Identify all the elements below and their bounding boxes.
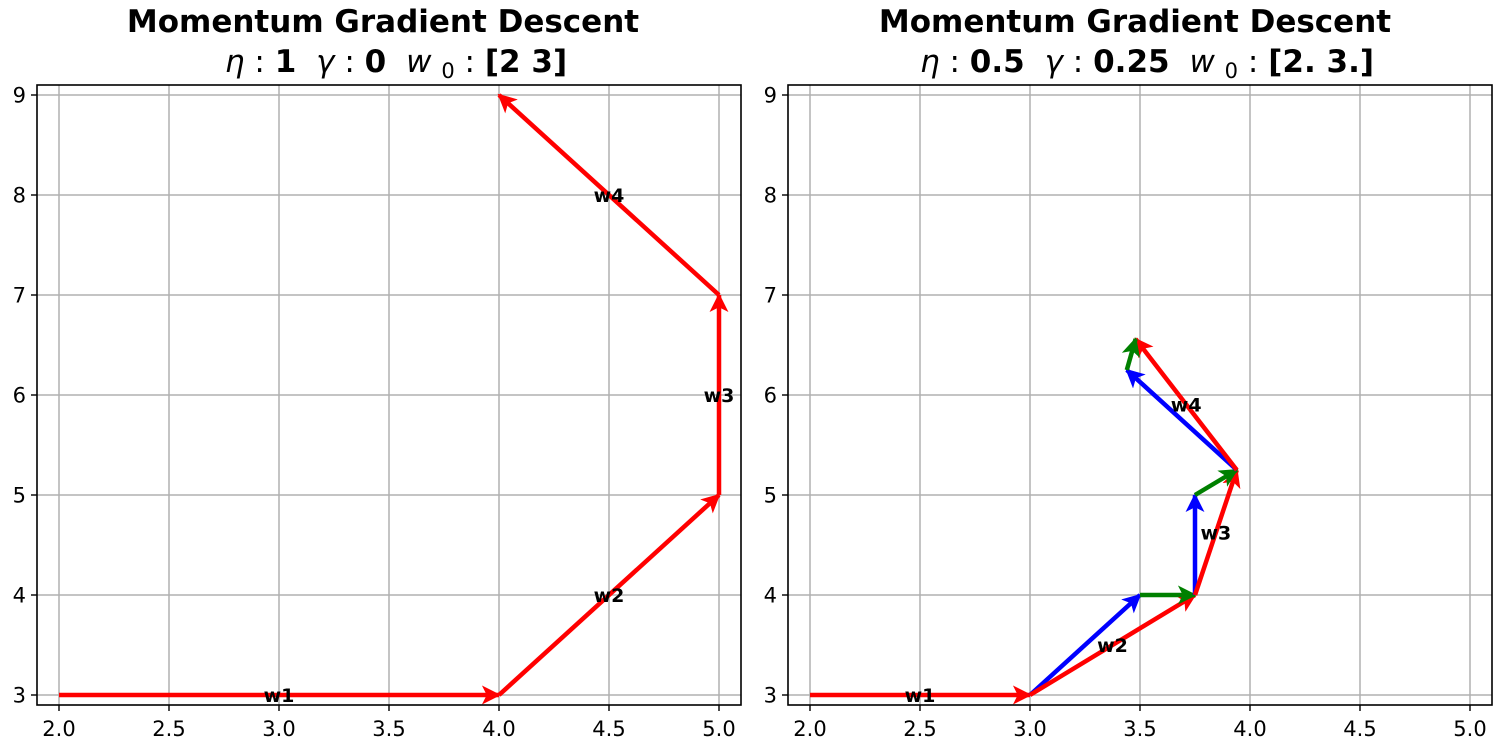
left-grid bbox=[37, 85, 741, 705]
left-xtick-label-6: 5.0 bbox=[702, 717, 735, 741]
left-w0-value: [2 3] bbox=[485, 44, 567, 80]
right-ytick-label-0: 3 bbox=[764, 684, 777, 708]
left-ytick-label-2: 5 bbox=[13, 484, 26, 508]
left-vector-label-w4: w4 bbox=[594, 185, 625, 207]
right-arrow-update-5 bbox=[1192, 468, 1241, 596]
right-ytick-label-2: 5 bbox=[764, 484, 777, 508]
left-xtick-label-5: 4.5 bbox=[592, 717, 625, 741]
left-arrow-update-1 bbox=[497, 493, 721, 697]
left-w0-subscript: 0 bbox=[441, 59, 454, 83]
right-vector-label-w1: w1 bbox=[905, 685, 936, 707]
right-arrow-update-8 bbox=[1133, 337, 1239, 472]
left-xtick-label-2: 3.0 bbox=[262, 717, 295, 741]
right-eta-value: 0.5 bbox=[970, 44, 1025, 80]
right-xtick-label-2: 3.0 bbox=[1013, 717, 1046, 741]
right-vector-label-w2: w2 bbox=[1097, 635, 1128, 657]
right-ytick-label-6: 9 bbox=[764, 84, 777, 108]
left-ytick-label-3: 6 bbox=[13, 384, 26, 408]
left-arrow-update-3 bbox=[497, 93, 721, 297]
right-ytick-label-5: 8 bbox=[764, 184, 777, 208]
right-xtick-label-4: 4.0 bbox=[1233, 717, 1266, 741]
right-gamma-value: 0.25 bbox=[1093, 44, 1170, 80]
right-arrow-momentum-9 bbox=[1121, 337, 1141, 371]
right-title: Momentum Gradient Descent bbox=[879, 4, 1391, 40]
left-vector-label-w2: w2 bbox=[594, 585, 625, 607]
right-xtick-label-3: 3.5 bbox=[1123, 717, 1156, 741]
right-arrow-momentum-6 bbox=[1193, 468, 1239, 497]
right-arrow-gradient-7 bbox=[1125, 368, 1239, 472]
right-vector-label-w4: w4 bbox=[1171, 395, 1202, 417]
left-xtick-label-3: 3.5 bbox=[372, 717, 405, 741]
right-grid bbox=[788, 85, 1492, 705]
left-ytick-label-0: 3 bbox=[13, 684, 26, 708]
left-ytick-label-4: 7 bbox=[13, 284, 26, 308]
left-arrows bbox=[59, 93, 729, 705]
right-ticks: 2.0 2.5 3.0 3.5 4.0 4.5 5.0 3 4 5 6 7 8 9 bbox=[764, 84, 1487, 742]
right-eta-symbol: η bbox=[920, 44, 940, 80]
right-w0-value: [2. 3.] bbox=[1268, 44, 1374, 80]
right-arrow-update-2 bbox=[1028, 593, 1197, 697]
right-w0-symbol: w bbox=[1189, 44, 1215, 80]
left-vector-labels: w1 w2 w3 w4 bbox=[264, 185, 735, 707]
left-subtitle: η : 1 γ : 0 w 0 : [2 3] bbox=[225, 44, 567, 86]
left-vector-label-w1: w1 bbox=[264, 685, 295, 707]
left-ytick-label-6: 9 bbox=[13, 84, 26, 108]
right-arrows bbox=[810, 337, 1241, 705]
left-xtick-label-4: 4.0 bbox=[482, 717, 515, 741]
right-arrow-gradient-1 bbox=[1028, 593, 1142, 697]
right-vector-label-w3: w3 bbox=[1201, 523, 1232, 545]
right-vector-labels: w1 w2 w3 w4 bbox=[905, 395, 1232, 708]
left-w0-symbol: w bbox=[406, 44, 432, 80]
right-ytick-label-3: 6 bbox=[764, 384, 777, 408]
left-xtick-label-1: 2.5 bbox=[152, 717, 185, 741]
right-ytick-label-4: 7 bbox=[764, 284, 777, 308]
right-xtick-label-1: 2.5 bbox=[903, 717, 936, 741]
left-gamma-symbol: γ bbox=[316, 44, 336, 80]
left-eta-value: 1 bbox=[275, 44, 297, 80]
left-subplot: Momentum Gradient Descent η : 1 γ : 0 w … bbox=[13, 4, 742, 742]
left-title: Momentum Gradient Descent bbox=[127, 4, 639, 40]
right-ytick-label-1: 4 bbox=[764, 584, 777, 608]
right-subplot: Momentum Gradient Descent η : 0.5 γ : 0.… bbox=[764, 4, 1493, 742]
left-xtick-label-0: 2.0 bbox=[42, 717, 75, 741]
right-xtick-label-5: 4.5 bbox=[1343, 717, 1376, 741]
left-ytick-label-1: 4 bbox=[13, 584, 26, 608]
left-ytick-label-5: 8 bbox=[13, 184, 26, 208]
right-xtick-label-6: 5.0 bbox=[1453, 717, 1486, 741]
left-ticks: 2.0 2.5 3.0 3.5 4.0 4.5 5.0 3 4 5 6 7 8 9 bbox=[13, 84, 736, 742]
left-eta-symbol: η bbox=[225, 44, 245, 80]
right-gamma-symbol: γ bbox=[1045, 44, 1065, 80]
left-vector-label-w3: w3 bbox=[704, 385, 735, 407]
right-xtick-label-0: 2.0 bbox=[793, 717, 826, 741]
right-w0-subscript: 0 bbox=[1225, 59, 1238, 83]
left-gamma-value: 0 bbox=[365, 44, 387, 80]
right-subtitle: η : 0.5 γ : 0.25 w 0 : [2. 3.] bbox=[920, 44, 1374, 86]
